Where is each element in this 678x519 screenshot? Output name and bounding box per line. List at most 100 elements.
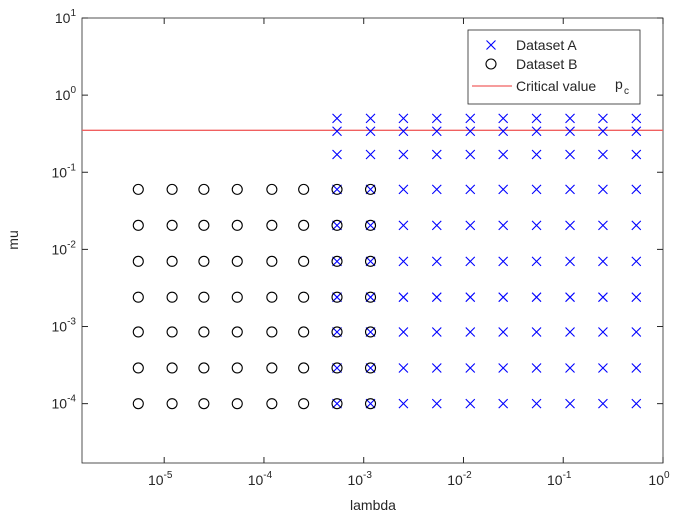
legend-label: Dataset A (516, 37, 577, 53)
data-point (565, 363, 575, 373)
data-point (431, 220, 442, 231)
data-point (565, 113, 575, 124)
data-point (298, 219, 310, 231)
legend-label: Dataset B (516, 56, 577, 72)
x-axis-label: lambda (350, 497, 396, 513)
data-point (365, 292, 376, 303)
data-point (631, 220, 642, 231)
data-point (631, 113, 642, 124)
data-point (498, 256, 509, 267)
data-point (598, 113, 608, 124)
data-point (598, 292, 608, 303)
data-point (365, 149, 376, 160)
data-point (231, 326, 243, 338)
data-point (498, 220, 509, 231)
data-point (531, 292, 542, 303)
data-point (132, 326, 144, 338)
data-point (398, 126, 409, 137)
data-point (198, 219, 210, 231)
x-tick-label: 10-2 (447, 470, 472, 488)
data-point (498, 126, 509, 137)
data-point (631, 126, 642, 137)
data-point (431, 184, 442, 195)
data-point (598, 256, 608, 267)
data-point (631, 149, 642, 160)
data-point (598, 363, 608, 373)
data-point (398, 363, 409, 373)
data-point (331, 255, 343, 267)
data-point (331, 183, 343, 195)
data-point (398, 327, 409, 337)
data-point (332, 327, 342, 337)
data-point (465, 256, 476, 267)
data-point (364, 326, 377, 338)
data-point (398, 256, 409, 267)
data-point (565, 126, 575, 137)
data-point (631, 398, 642, 409)
data-point (565, 292, 575, 303)
data-point (431, 113, 442, 124)
y-tick-label: 10-4 (52, 394, 77, 412)
data-point (465, 292, 476, 303)
data-point (166, 398, 178, 410)
data-point (498, 398, 509, 409)
y-tick-label: 10-3 (52, 317, 77, 335)
y-tick-label: 100 (55, 85, 77, 103)
data-point (166, 255, 178, 267)
data-point (431, 363, 442, 373)
data-point (198, 255, 210, 267)
data-point (166, 291, 178, 303)
data-point (166, 219, 178, 231)
data-point (132, 219, 144, 231)
data-point (365, 363, 376, 373)
data-point (266, 219, 278, 231)
data-point (331, 291, 343, 303)
y-tick-label: 101 (55, 8, 77, 26)
data-point (531, 327, 542, 337)
data-point (298, 398, 310, 410)
data-point (198, 183, 210, 195)
data-point (431, 126, 442, 137)
data-point (498, 292, 509, 303)
data-point (498, 149, 509, 160)
data-point (465, 327, 476, 337)
data-point (398, 292, 409, 303)
data-point (332, 256, 342, 267)
y-tick-label: 10-1 (52, 162, 77, 180)
data-point (498, 184, 509, 195)
data-point (231, 183, 243, 195)
data-point (332, 149, 342, 160)
data-point (631, 363, 642, 373)
data-point (465, 184, 476, 195)
data-point (132, 183, 144, 195)
data-point (332, 113, 342, 124)
data-point (298, 362, 310, 374)
legend-label: Critical value (516, 78, 596, 94)
data-point (266, 326, 278, 338)
data-point (565, 398, 575, 409)
data-point (331, 326, 343, 338)
data-point (431, 256, 442, 267)
x-tick-label: 10-3 (347, 470, 372, 488)
data-point (132, 398, 144, 410)
data-point (365, 220, 376, 231)
data-point (465, 113, 476, 124)
legend-symbol: p (615, 76, 623, 92)
x-tick-label: 10-4 (248, 470, 273, 488)
data-point (132, 255, 144, 267)
data-point (132, 291, 144, 303)
data-point (631, 327, 642, 337)
data-point (398, 149, 409, 160)
data-point (298, 255, 310, 267)
data-point (498, 327, 509, 337)
legend-box (467, 29, 641, 105)
data-point (198, 362, 210, 374)
data-point (266, 398, 278, 410)
data-point (598, 398, 608, 409)
data-point (598, 327, 608, 337)
data-point (431, 292, 442, 303)
data-point (166, 326, 178, 338)
data-point (266, 183, 278, 195)
data-point (465, 149, 476, 160)
